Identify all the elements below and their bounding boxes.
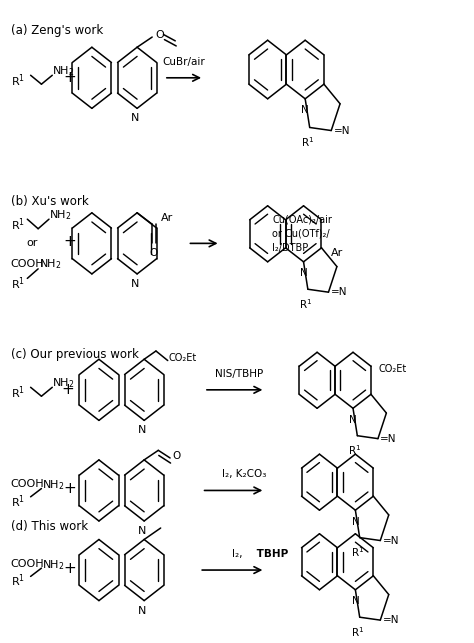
Text: (b) Xu's work: (b) Xu's work [11,195,89,208]
Text: NH$_2$: NH$_2$ [39,257,62,271]
Text: NIS/TBHP: NIS/TBHP [215,369,264,379]
Text: N: N [130,279,139,289]
Text: N: N [349,415,357,424]
Text: CO₂Et: CO₂Et [378,364,407,374]
Text: +: + [64,234,76,249]
Text: Cu(OAc)₂/air: Cu(OAc)₂/air [273,215,332,225]
Text: N: N [352,516,359,527]
Text: =N: =N [383,536,399,545]
Text: I₂,: I₂, [232,548,242,559]
Text: O: O [155,30,164,39]
Text: NH$_2$: NH$_2$ [42,558,65,572]
Text: COOH: COOH [11,259,45,269]
Text: NH$_2$: NH$_2$ [49,208,72,222]
Text: COOH: COOH [11,479,45,489]
Text: CO₂Et: CO₂Et [169,353,197,363]
Text: =N: =N [331,287,347,297]
Text: N: N [301,105,309,115]
Text: or: or [27,239,38,248]
Text: N: N [137,526,146,536]
Text: I₂/DTBP: I₂/DTBP [273,243,309,253]
Text: N: N [137,606,146,616]
Text: +: + [64,70,76,86]
Text: +: + [64,561,76,575]
Text: R$^1$: R$^1$ [351,625,364,638]
Text: TBHP: TBHP [254,548,289,559]
Text: R$^1$: R$^1$ [301,135,314,149]
Text: R$^1$: R$^1$ [11,275,25,292]
Text: N: N [300,268,308,278]
Text: R$^1$: R$^1$ [11,216,25,233]
Text: =N: =N [380,433,397,444]
Text: R$^1$: R$^1$ [11,493,25,509]
Text: Ar: Ar [161,213,173,223]
Text: N: N [352,596,359,606]
Text: N: N [137,426,146,435]
Text: NH$_2$: NH$_2$ [42,478,65,493]
Text: NH$_2$: NH$_2$ [52,377,75,390]
Text: COOH: COOH [11,559,45,568]
Text: =N: =N [334,125,350,136]
Text: +: + [64,481,76,496]
Text: (c) Our previous work: (c) Our previous work [11,349,139,361]
Text: R$^1$: R$^1$ [11,572,25,589]
Text: N: N [130,113,139,123]
Text: CuBr/air: CuBr/air [163,57,205,67]
Text: =N: =N [383,615,399,625]
Text: I₂, K₂CO₃: I₂, K₂CO₃ [222,469,266,479]
Text: Ar: Ar [331,248,344,258]
Text: (a) Zeng's work: (a) Zeng's work [11,24,103,37]
Text: NH$_2$: NH$_2$ [52,64,75,78]
Text: +: + [61,383,74,397]
Text: or Cu(OTf)₂/: or Cu(OTf)₂/ [273,229,330,239]
Text: O: O [149,248,158,258]
Text: R$^1$: R$^1$ [299,297,312,311]
Text: R$^1$: R$^1$ [348,444,362,457]
Text: O: O [173,451,181,461]
Text: R$^1$: R$^1$ [11,385,25,401]
Text: R$^1$: R$^1$ [351,545,364,559]
Text: R$^1$: R$^1$ [11,73,25,89]
Text: (d) This work: (d) This work [11,520,88,533]
